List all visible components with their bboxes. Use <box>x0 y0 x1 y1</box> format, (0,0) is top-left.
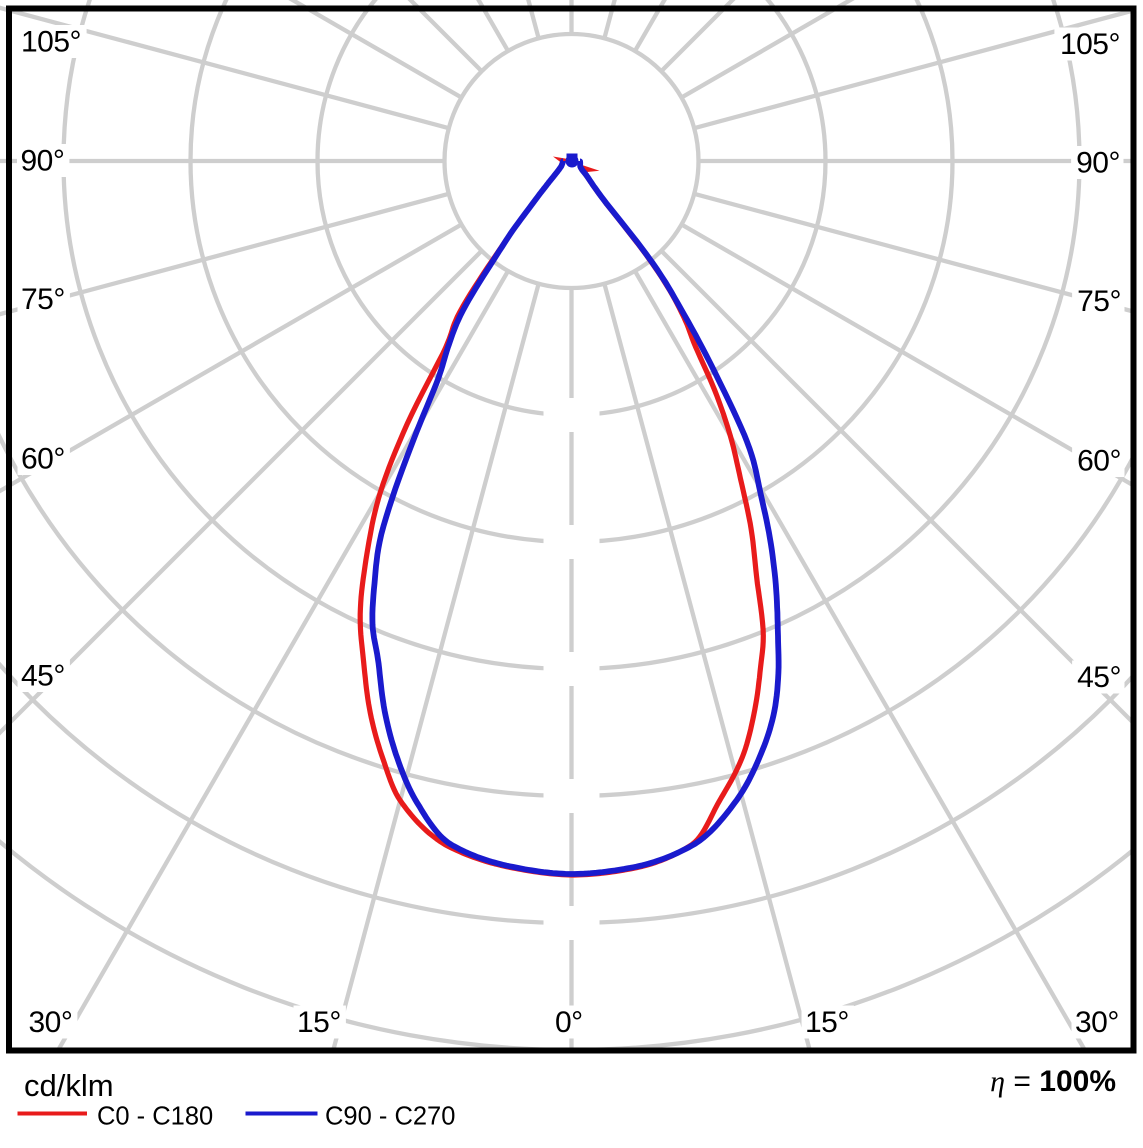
svg-text:75°: 75° <box>1077 285 1121 318</box>
svg-text:15°: 15° <box>297 1006 341 1039</box>
svg-text:0°: 0° <box>555 1006 583 1039</box>
svg-text:60°: 60° <box>1077 445 1121 478</box>
svg-text:90°: 90° <box>1076 147 1120 180</box>
svg-text:C0 - C180: C0 - C180 <box>97 1103 213 1131</box>
svg-text:105°: 105° <box>1060 28 1120 61</box>
svg-text:60°: 60° <box>21 443 65 476</box>
svg-text:η = 100%: η = 100% <box>990 1065 1116 1098</box>
svg-text:30°: 30° <box>1075 1006 1119 1039</box>
svg-text:30°: 30° <box>29 1006 73 1039</box>
svg-text:90°: 90° <box>21 145 65 178</box>
svg-text:C90 - C270: C90 - C270 <box>325 1103 455 1131</box>
svg-text:45°: 45° <box>21 660 65 693</box>
svg-text:75°: 75° <box>21 283 65 316</box>
svg-text:cd/klm: cd/klm <box>24 1068 114 1103</box>
svg-text:15°: 15° <box>805 1006 849 1039</box>
svg-text:45°: 45° <box>1077 661 1121 694</box>
svg-text:105°: 105° <box>21 26 81 59</box>
